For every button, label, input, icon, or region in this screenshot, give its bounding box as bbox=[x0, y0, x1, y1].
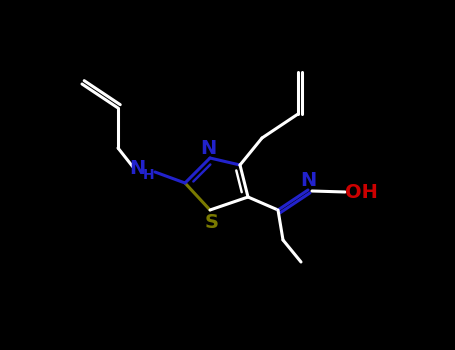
Text: OH: OH bbox=[344, 182, 378, 202]
Text: S: S bbox=[205, 212, 219, 231]
Text: N: N bbox=[300, 172, 316, 190]
Text: N: N bbox=[129, 160, 145, 178]
Text: H: H bbox=[143, 168, 155, 182]
Text: N: N bbox=[200, 139, 216, 158]
